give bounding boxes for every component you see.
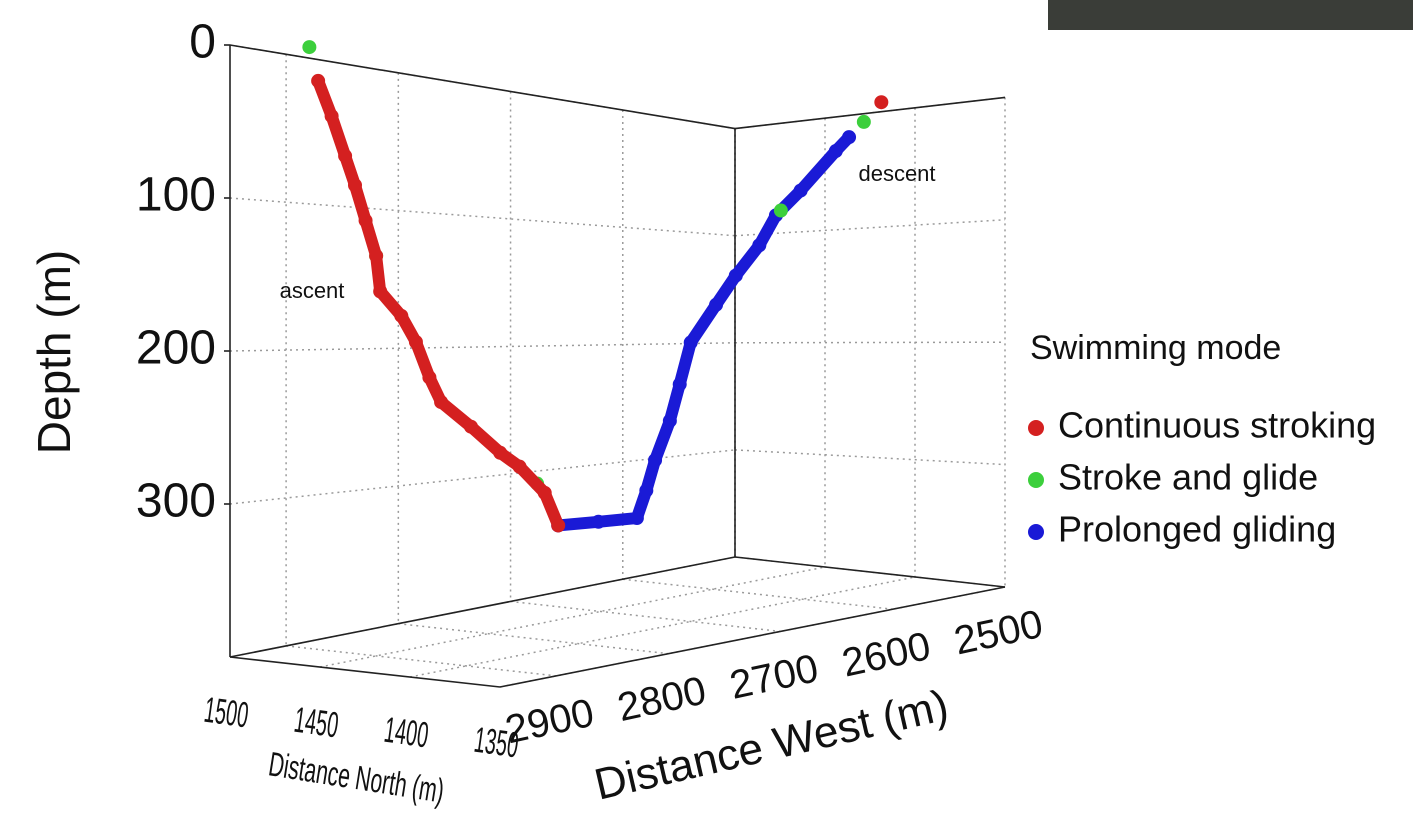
track-point [828,144,843,159]
x-tick-label: 1450 [292,701,341,746]
axis-edge [229,44,736,130]
axis-edge [734,96,1006,130]
track-point [683,335,698,350]
track-point [373,284,388,299]
photo-strip [1048,0,1413,30]
grid-line [286,645,557,677]
track-point [842,130,857,145]
y-tick-label: 2600 [838,624,934,686]
z-axis-title: Depth (m) [28,250,80,454]
legend-label: Stroke and glide [1058,457,1318,498]
grid-line [409,576,916,678]
x-tick-label: 1350 [472,721,521,766]
track-point [338,148,353,163]
grid-line [622,578,893,610]
track-point [639,483,654,498]
track-point [874,95,889,110]
track-point [394,308,409,323]
track-point [672,377,687,392]
track-point [369,248,384,263]
y-tick-label: 2500 [950,602,1046,664]
track-point [752,238,767,253]
track-point [728,268,743,283]
track-point [662,413,677,428]
x-tick-label: 1500 [202,691,251,736]
z-tick-label: 300 [136,475,216,528]
track-point [311,73,326,88]
track-point [422,370,437,385]
z-tick-label: 100 [136,169,216,222]
track-point [324,109,339,124]
track-point [358,213,373,228]
legend-marker [1028,472,1044,488]
legend-title: Swimming mode [1030,329,1281,367]
grid-line [734,449,1006,466]
y-tick-label: 2900 [502,691,598,753]
track-point [856,114,871,129]
z-tick-label: 200 [136,322,216,375]
y-tick-label: 2800 [614,669,710,731]
grid-line [319,566,826,668]
track [312,74,565,532]
grid-line [510,600,781,633]
track-point [793,183,808,198]
track-point [591,514,606,529]
legend-label: Continuous stroking [1058,405,1376,446]
legend-marker [1028,420,1044,436]
track-point [551,518,566,533]
track-point [537,485,552,500]
track-point [512,459,527,474]
track-point [493,445,508,460]
grid-line [229,342,736,352]
grid-line [398,622,669,655]
axis-edge [229,556,736,658]
track-point [773,203,788,218]
annotation: ascent [280,278,345,303]
axis-edge [229,656,501,688]
track-point [348,178,362,193]
track-point [434,395,449,410]
grid-line [734,341,1006,344]
track-point [408,335,423,350]
track-point [709,297,724,312]
legend-label: Prolonged gliding [1058,509,1336,550]
grid-line [229,197,736,237]
grid-line [229,449,736,505]
legend-marker [1028,524,1044,540]
annotation: descent [858,161,935,186]
z-tick-label: 0 [189,16,216,69]
axis-edge [734,556,1006,588]
x-tick-label: 1400 [382,711,431,756]
track-point [302,40,317,55]
track-point [648,453,663,468]
y-tick-label: 2700 [726,646,822,708]
track-point [629,511,644,526]
axis-edge [499,586,1006,688]
track-point [464,419,478,434]
